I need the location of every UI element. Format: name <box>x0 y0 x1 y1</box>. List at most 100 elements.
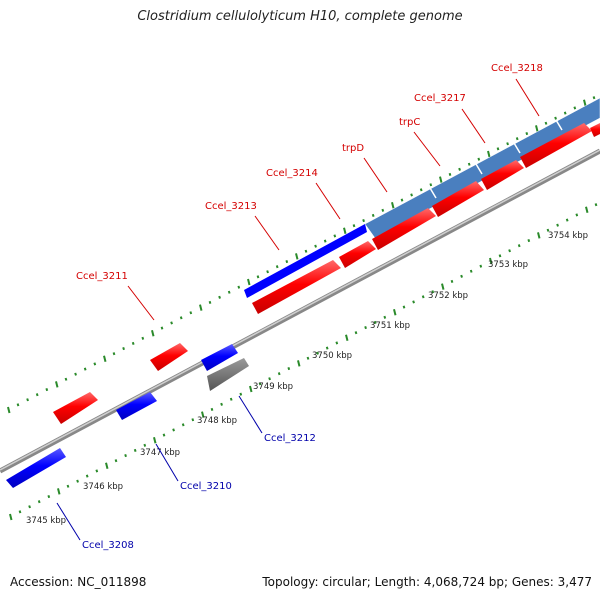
tick-mark <box>7 406 11 414</box>
tick-mark <box>487 150 491 158</box>
gene-forward-end <box>590 123 600 137</box>
tick-mark <box>162 433 166 437</box>
tick-mark <box>441 283 445 290</box>
gene-ccel-3218 <box>520 123 592 168</box>
gene-trpc <box>432 181 484 217</box>
tick-mark <box>525 131 529 136</box>
tick-mark <box>258 382 262 386</box>
accession-text: Accession: NC_011898 <box>10 575 147 589</box>
tick-mark <box>133 448 137 453</box>
tick-mark <box>352 224 356 228</box>
gene-ccel-3217 <box>481 160 524 190</box>
tick-mark <box>83 367 87 371</box>
tick-mark <box>467 162 471 166</box>
tick-mark <box>26 398 29 402</box>
tick-mark <box>508 249 511 253</box>
tick-mark <box>489 257 493 265</box>
gene-label-trpc: trpC <box>399 117 420 128</box>
tick-mark <box>421 295 425 299</box>
tick-mark <box>354 331 358 335</box>
tick-mark <box>153 436 157 444</box>
tick-mark <box>237 285 241 289</box>
tick-mark <box>295 253 299 260</box>
gene-label-ccel-3210: Ccel_3210 <box>180 481 232 492</box>
scale-label-3748: 3748 kbp <box>197 416 237 426</box>
tick-mark <box>172 428 175 432</box>
tick-mark <box>249 385 253 393</box>
tick-mark <box>66 484 70 488</box>
tick-mark <box>122 346 125 351</box>
tick-mark <box>227 290 231 294</box>
tick-mark <box>160 326 164 330</box>
tick-mark <box>364 325 367 330</box>
tick-mark <box>381 208 385 212</box>
tick-mark <box>450 279 454 284</box>
tick-mark <box>304 249 308 253</box>
gene-pseudo <box>207 358 249 391</box>
tick-mark <box>325 346 329 350</box>
gene-ccel-3208 <box>6 448 66 488</box>
tick-mark <box>544 121 548 125</box>
tick-mark <box>143 443 147 447</box>
tick-mark <box>9 513 13 521</box>
tick-mark <box>333 234 337 238</box>
tick-mark <box>239 392 243 396</box>
tick-mark <box>55 381 59 388</box>
gene-label-ccel-3214: Ccel_3214 <box>266 168 318 179</box>
tick-mark <box>210 407 214 412</box>
tick-mark <box>170 321 173 325</box>
tick-mark <box>373 320 377 325</box>
tick-mark <box>37 500 41 504</box>
tick-mark <box>220 402 223 406</box>
tick-mark <box>592 96 596 100</box>
scale-label-3751: 3751 kbp <box>370 321 410 331</box>
tick-mark <box>179 316 183 320</box>
tick-mark <box>458 167 461 171</box>
tick-mark <box>181 423 185 427</box>
tick-mark <box>460 274 463 278</box>
tick-mark <box>95 469 99 473</box>
inner-tick-ring <box>9 203 598 521</box>
tick-mark <box>57 488 61 495</box>
reverse-genes[interactable] <box>6 344 249 488</box>
tick-mark <box>218 295 221 299</box>
tick-mark <box>314 244 317 248</box>
tick-mark <box>64 377 68 381</box>
scale-labels: 3745 kbp 3746 kbp 3747 kbp 3748 kbp 3749… <box>26 231 588 526</box>
tick-mark <box>201 411 205 418</box>
forward-genes[interactable] <box>53 123 600 424</box>
gene-label-ccel-3212: Ccel_3212 <box>264 433 316 444</box>
gene-ccel-3212 <box>201 344 238 371</box>
tick-mark <box>275 265 279 269</box>
gene-labels-forward[interactable]: Ccel_3211 Ccel_3213 Ccel_3214 trpD trpC … <box>76 63 543 282</box>
tick-mark <box>506 142 509 146</box>
scale-label-3753: 3753 kbp <box>488 260 528 270</box>
tick-mark <box>583 99 587 107</box>
tick-mark <box>573 106 577 110</box>
tick-mark <box>74 372 77 376</box>
tick-mark <box>477 157 481 161</box>
tick-mark <box>199 304 203 311</box>
gene-ccel-3214 <box>339 241 376 268</box>
tick-mark <box>268 377 271 381</box>
tick-mark <box>537 232 541 239</box>
tick-mark <box>105 462 109 470</box>
scale-label-3749: 3749 kbp <box>253 382 293 392</box>
gene-label-trpd: trpD <box>342 143 364 154</box>
highlight-band <box>244 97 600 298</box>
outer-tick-ring <box>7 96 596 414</box>
gene-labels-reverse[interactable]: Ccel_3208 Ccel_3210 Ccel_3212 <box>82 433 316 551</box>
tick-mark <box>515 137 519 141</box>
tick-mark <box>554 116 557 120</box>
tick-mark <box>565 218 569 222</box>
tick-mark <box>229 397 233 401</box>
scale-label-3745: 3745 kbp <box>26 516 66 526</box>
tick-mark <box>287 366 291 371</box>
gene-ccel-3211 <box>150 343 188 371</box>
tick-mark <box>400 198 404 202</box>
tick-mark <box>439 176 443 183</box>
tick-mark <box>208 300 212 305</box>
gene-label-ccel-3217: Ccel_3217 <box>414 93 466 104</box>
tick-mark <box>527 238 531 243</box>
